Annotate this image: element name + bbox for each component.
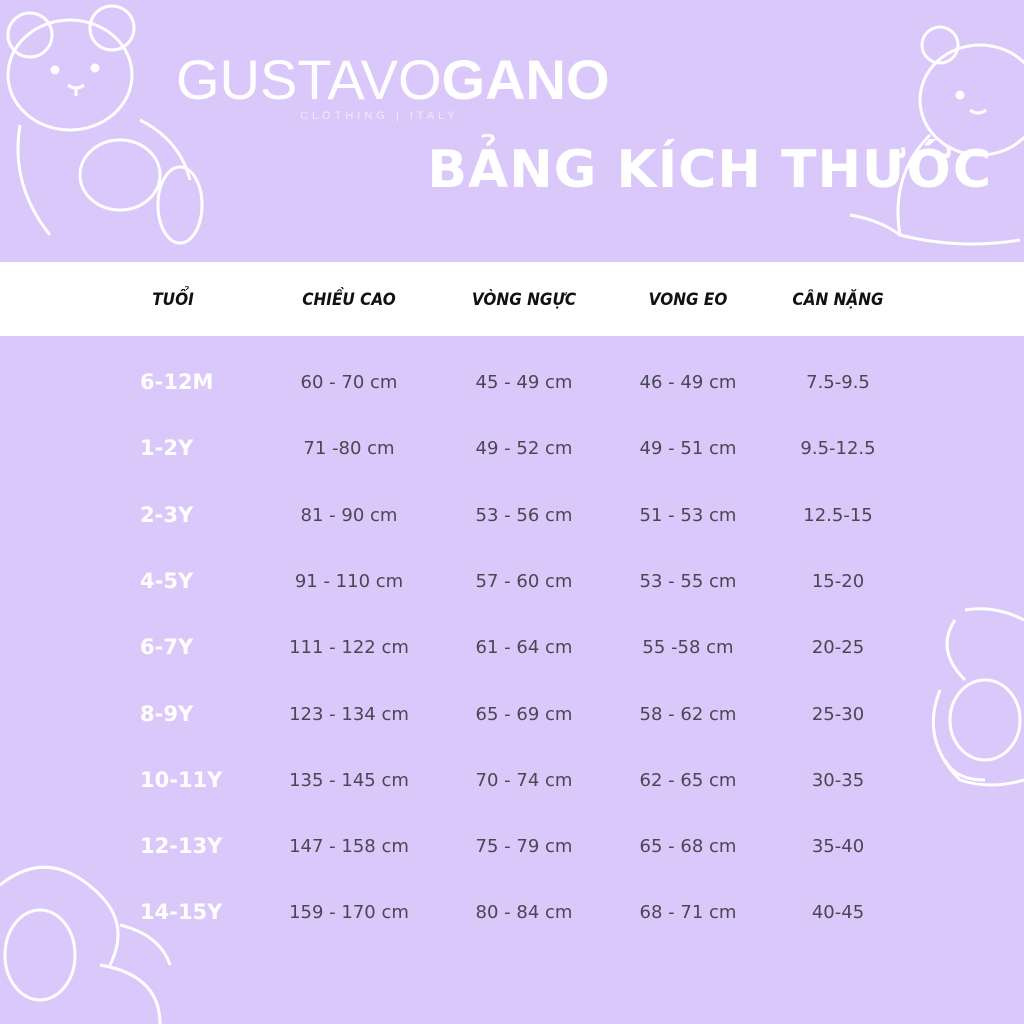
- waist-cell: 49 - 51 cm: [639, 438, 737, 460]
- chest-cell: 65 - 69 cm: [475, 703, 573, 725]
- age-cell: 12-13Y: [140, 834, 223, 859]
- table-row: 8-9Y 123 - 134 cm 65 - 69 cm 58 - 62 cm 25-3…: [0, 702, 1024, 732]
- header-age: TUỔI: [152, 290, 194, 310]
- height-cell: 60 - 70 cm: [300, 372, 398, 393]
- age-cell: 10-11Y: [140, 767, 223, 792]
- chest-cell: 53 - 56 cm: [475, 504, 573, 526]
- waist-cell: 62 - 65 cm: [639, 769, 737, 791]
- weight-cell: 30-35: [811, 769, 865, 791]
- table-row: 4-5Y 91 - 110 cm 57 - 60 cm 53 - 55 cm 15-20: [0, 569, 1024, 599]
- age-cell: 1-2Y: [140, 436, 194, 461]
- brand-name-bold: GANO: [441, 48, 610, 111]
- height-cell: 71 -80 cm: [303, 438, 395, 460]
- weight-cell: 9.5-12.5: [800, 438, 876, 460]
- weight-cell: 7.5-9.5: [806, 372, 870, 393]
- brand-logo: GUSTAVOGANO: [176, 52, 610, 108]
- waist-cell: 58 - 62 cm: [639, 703, 737, 725]
- table-row: 6-7Y 111 - 122 cm 61 - 64 cm 55 -58 cm 20-25: [0, 635, 1024, 665]
- table-row: 12-13Y 147 - 158 cm 75 - 79 cm 65 - 68 cm 35…: [0, 834, 1024, 864]
- height-cell: 123 - 134 cm: [289, 703, 409, 725]
- header-chest: VÒNG NGỰC: [471, 290, 577, 310]
- waist-cell: 51 - 53 cm: [639, 504, 737, 526]
- brand-name-light: GUSTAVO: [176, 48, 442, 111]
- height-cell: 111 - 122 cm: [289, 637, 409, 659]
- chest-cell: 57 - 60 cm: [475, 570, 573, 592]
- height-cell: 81 - 90 cm: [300, 504, 398, 526]
- height-cell: 159 - 170 cm: [289, 902, 409, 924]
- weight-cell: 15-20: [811, 570, 865, 592]
- age-cell: 4-5Y: [140, 568, 194, 593]
- header-height: CHIỀU CAO: [302, 290, 396, 310]
- age-cell: 8-9Y: [140, 701, 194, 726]
- table-row: 1-2Y 71 -80 cm 49 - 52 cm 49 - 51 cm 9.5-12.…: [0, 436, 1024, 466]
- bear-illustration-right-icon: [931, 607, 1024, 787]
- table-row: 14-15Y 159 - 170 cm 80 - 84 cm 68 - 71 cm 40…: [0, 900, 1024, 930]
- table-row: 6-12M 60 - 70 cm 45 - 49 cm 46 - 49 cm 7.5-9…: [0, 370, 1024, 400]
- height-cell: 135 - 145 cm: [289, 769, 409, 791]
- age-cell: 6-7Y: [140, 635, 194, 660]
- header-waist: VONG EO: [648, 290, 728, 310]
- bear-illustration-top-left-icon: [6, 4, 204, 245]
- table-row: 10-11Y 135 - 145 cm 70 - 74 cm 62 - 65 cm 30…: [0, 768, 1024, 798]
- chest-cell: 80 - 84 cm: [475, 902, 573, 924]
- chest-cell: 70 - 74 cm: [475, 769, 573, 791]
- weight-cell: 35-40: [811, 836, 865, 858]
- waist-cell: 46 - 49 cm: [639, 372, 737, 393]
- page-title: BẢNG KÍCH THƯỚC: [427, 140, 992, 200]
- chest-cell: 49 - 52 cm: [475, 438, 573, 460]
- weight-cell: 40-45: [811, 902, 865, 924]
- weight-cell: 20-25: [811, 637, 865, 659]
- age-cell: 2-3Y: [140, 502, 194, 527]
- chest-cell: 61 - 64 cm: [475, 637, 573, 659]
- bear-illustration-top-right-icon: [849, 25, 1024, 246]
- age-cell: 14-15Y: [140, 900, 223, 925]
- weight-cell: 25-30: [811, 703, 865, 725]
- waist-cell: 53 - 55 cm: [639, 570, 737, 592]
- waist-cell: 65 - 68 cm: [639, 836, 737, 858]
- chest-cell: 45 - 49 cm: [475, 372, 573, 393]
- bear-illustration-bottom-left-icon: [0, 865, 172, 1024]
- age-cell: 6-12M: [140, 370, 214, 394]
- height-cell: 147 - 158 cm: [289, 836, 409, 858]
- weight-cell: 12.5-15: [803, 504, 873, 526]
- chest-cell: 75 - 79 cm: [475, 836, 573, 858]
- waist-cell: 55 -58 cm: [642, 637, 734, 659]
- waist-cell: 68 - 71 cm: [639, 902, 737, 924]
- header-weight: CÂN NẶNG: [792, 290, 884, 310]
- brand-tagline: CLOTHING | ITALY: [300, 110, 459, 122]
- table-header: TUỔI CHIỀU CAO VÒNG NGỰC VONG EO CÂN NẶN…: [0, 262, 1024, 336]
- height-cell: 91 - 110 cm: [294, 570, 404, 592]
- table-row: 2-3Y 81 - 90 cm 53 - 56 cm 51 - 53 cm 12.5-1…: [0, 503, 1024, 533]
